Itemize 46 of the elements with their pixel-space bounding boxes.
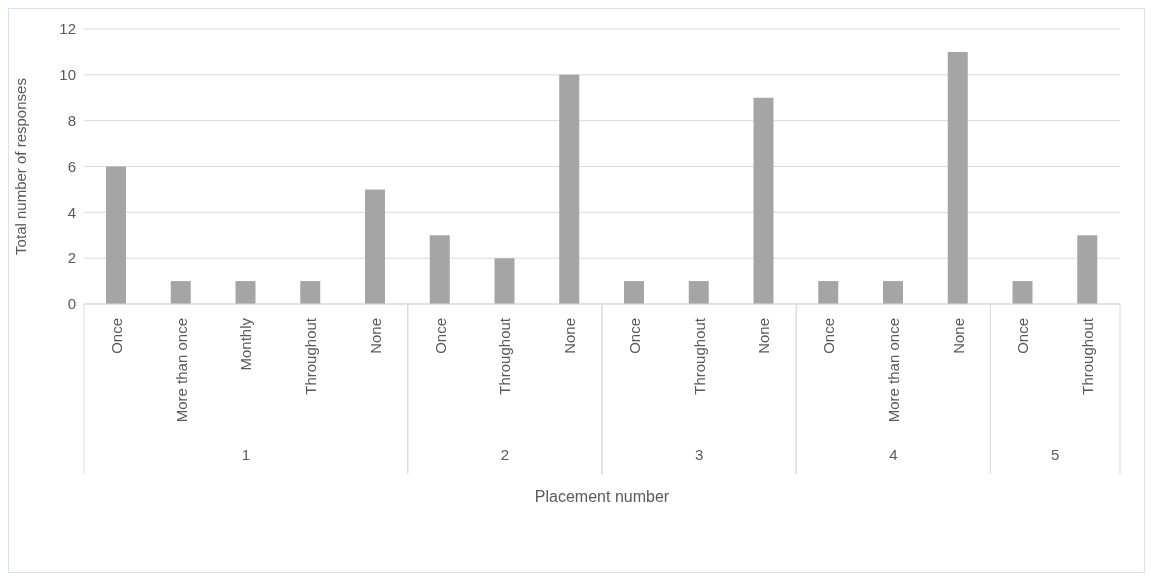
text: 3 <box>694 446 704 463</box>
bar <box>1077 235 1098 304</box>
x-axis-title: Placement number <box>534 488 670 505</box>
x-tick-label: None <box>949 318 967 354</box>
y-tick-label: 0 <box>67 295 76 313</box>
bar <box>624 281 644 304</box>
bar <box>106 166 126 304</box>
y-tick-label: 2 <box>67 249 76 267</box>
x-tick-label: Once <box>107 318 125 354</box>
y-tick-label: 12 <box>59 20 76 38</box>
bar <box>947 51 968 304</box>
x-tick-label: Once <box>431 318 449 354</box>
bar <box>753 97 774 304</box>
bar <box>170 281 191 304</box>
bar <box>494 258 515 304</box>
x-tick-label: None <box>755 318 773 354</box>
y-tick-label: 6 <box>67 157 76 175</box>
x-tick-label: Once <box>625 318 643 354</box>
x-tick-label: Throughout <box>302 317 320 395</box>
bar <box>1012 281 1033 304</box>
text: 4 <box>889 446 898 463</box>
x-tick-label: None <box>366 318 384 354</box>
x-tick-label: Throughout <box>690 317 708 395</box>
x-tick-label: Monthly <box>237 317 255 371</box>
bar <box>818 281 839 304</box>
bar <box>688 281 709 304</box>
bar <box>300 281 321 304</box>
x-tick-label: Throughout <box>1079 317 1097 395</box>
x-tick-label: More than once <box>172 318 190 423</box>
x-tick-label: Throughout <box>496 317 514 395</box>
x-tick-label: Once <box>820 318 838 354</box>
x-tick-label: More than once <box>884 318 902 423</box>
bar <box>429 235 450 304</box>
x-tick-label: None <box>561 318 579 354</box>
x-tick-label: Once <box>1014 318 1032 354</box>
bar <box>559 74 580 304</box>
text: 2 <box>500 446 510 463</box>
y-tick-label: 4 <box>67 203 76 221</box>
y-tick-label: 8 <box>67 111 76 129</box>
bar <box>235 281 256 304</box>
y-axis-title: Total number of responses <box>12 78 30 255</box>
text: 5 <box>1051 446 1060 463</box>
y-tick-label: 10 <box>59 66 76 84</box>
bar <box>883 281 903 304</box>
bar <box>365 189 385 304</box>
text: 1 <box>241 446 251 463</box>
